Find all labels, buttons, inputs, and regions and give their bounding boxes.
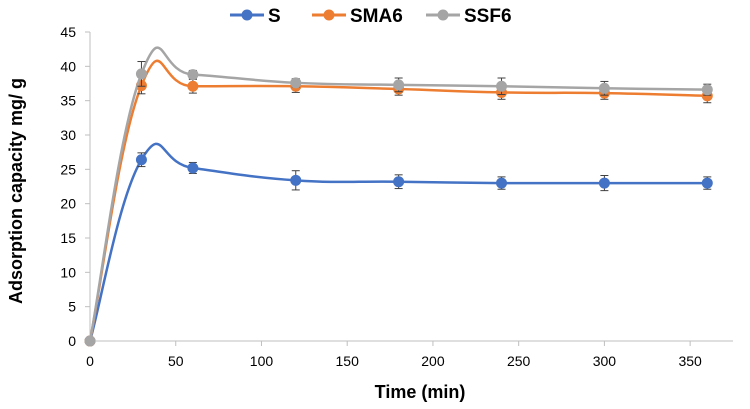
x-tick-label: 350 <box>678 353 702 369</box>
y-axis-title: Adsorption capacity mg/ g <box>6 78 26 304</box>
series-line <box>88 59 708 342</box>
x-tick-label: 250 <box>507 353 531 369</box>
series-layer <box>84 46 713 347</box>
y-tick-label: 15 <box>60 230 76 246</box>
data-point <box>598 82 610 94</box>
data-point <box>598 177 610 189</box>
series-s <box>84 142 713 347</box>
data-point <box>701 84 713 96</box>
series-line <box>88 142 708 342</box>
legend: S SMA6 SSF6 <box>230 6 512 27</box>
y-tick-label: 0 <box>68 333 76 349</box>
legend-swatch-marker <box>241 9 253 21</box>
x-tick-label: 100 <box>250 353 274 369</box>
data-point <box>84 335 96 347</box>
data-point <box>393 176 405 188</box>
data-point <box>187 69 199 81</box>
data-point <box>701 177 713 189</box>
y-tick-label: 25 <box>60 161 76 177</box>
series-ssf6 <box>84 46 713 347</box>
y-tick-label: 30 <box>60 127 76 143</box>
legend-swatch-marker <box>437 9 449 21</box>
x-tick-label: 200 <box>421 353 445 369</box>
y-tick-label: 20 <box>60 196 76 212</box>
x-tick-label: 150 <box>336 353 360 369</box>
legend-label: SSF6 <box>464 6 512 27</box>
legend-item-sma6: SMA6 <box>312 6 403 27</box>
y-tick-label: 35 <box>60 93 76 109</box>
data-point <box>135 68 147 80</box>
y-tick-label: 10 <box>60 264 76 280</box>
x-axis-title: Time (min) <box>375 382 466 402</box>
x-tick-label: 0 <box>86 353 94 369</box>
y-tick-label: 45 <box>60 24 76 40</box>
data-point <box>393 79 405 91</box>
y-tick-label: 40 <box>60 58 76 74</box>
data-point <box>135 154 147 166</box>
series-sma6 <box>84 59 713 347</box>
axes: 0 5 10 15 20 25 30 35 40 45 0 50 100 150 200 250 300 350 <box>60 24 733 369</box>
data-point <box>290 174 302 186</box>
legend-item-ssf6: SSF6 <box>426 6 512 27</box>
legend-label: SMA6 <box>350 6 403 27</box>
data-point <box>290 77 302 89</box>
x-tick-label: 300 <box>593 353 617 369</box>
x-tick-label: 50 <box>168 353 184 369</box>
legend-item-s: S <box>230 6 281 27</box>
data-point <box>496 177 508 189</box>
y-tick-label: 5 <box>68 299 76 315</box>
series-line <box>88 46 708 342</box>
data-point <box>496 80 508 92</box>
legend-label: S <box>268 6 281 27</box>
data-point <box>187 80 199 92</box>
data-point <box>187 162 199 174</box>
legend-swatch-marker <box>323 9 335 21</box>
